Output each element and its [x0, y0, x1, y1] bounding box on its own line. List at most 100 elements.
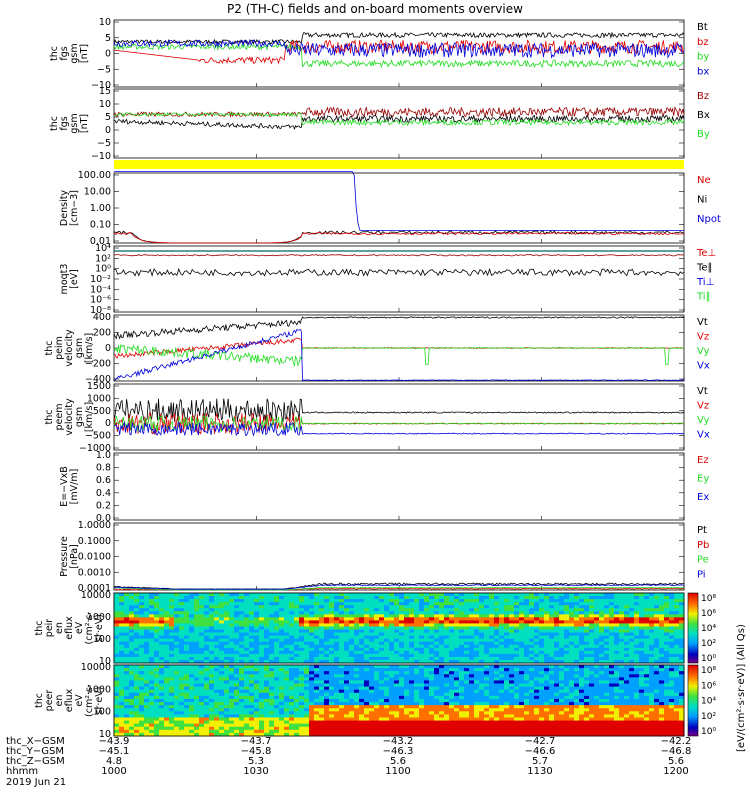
ytick-label: −5 — [97, 64, 111, 75]
ylabel-line: thc — [49, 46, 60, 61]
series-Npot — [114, 171, 684, 231]
series-Vt-e — [113, 398, 685, 423]
ylabel-line: sr·eV) — [94, 614, 105, 642]
legend-Te∥: Te∥ — [696, 263, 713, 274]
panel-6: 1.0 0.80.6 0.40.2 0.0 E=−VxB [mV/m] Ez Ey Ex — [59, 450, 709, 524]
colorbar-tick: 10⁸ — [701, 666, 716, 676]
x-col-1-hhmm: 1030 — [243, 766, 268, 777]
ylabel-line: thc — [49, 116, 60, 131]
colorbar-tick: 10⁶ — [701, 609, 716, 619]
legend-Pe: Pe — [697, 555, 709, 566]
ytick-label: 200 — [93, 328, 111, 339]
series-Vx-e — [113, 420, 685, 437]
x-col-3-hhmm: 1130 — [527, 766, 552, 777]
legend-Vt: Vt — [697, 317, 708, 328]
ylabel-line: [cm−3] — [69, 190, 80, 226]
legend-Ti∥: Ti∥ — [696, 292, 711, 303]
series-Bx2 — [113, 114, 685, 131]
x-col-0-x: −43.9 — [99, 736, 130, 747]
legend-bx: bx — [697, 66, 709, 77]
ytick-label: 0.6 — [96, 475, 111, 486]
ytick-label: 1500 — [87, 381, 111, 392]
ylabel-line: thc — [34, 693, 45, 708]
ytick-label: 0 — [105, 49, 111, 60]
ytick-label: −400 — [85, 374, 111, 385]
date-label: 2019 Jun 21 — [6, 777, 66, 788]
plot-title: P2 (TH-C) fields and on-board moments ov… — [227, 2, 523, 16]
ytick-label: 10⁰ — [95, 264, 111, 275]
x-col-0-hhmm: 1000 — [101, 766, 126, 777]
series-Pi — [113, 584, 684, 590]
x-row-label-y: thc_Y−GSM — [6, 746, 64, 757]
legend-Pi: Pi — [697, 569, 706, 580]
ytick-label: −10 — [91, 151, 111, 162]
x-row-label-hhmm: hhmm — [6, 766, 38, 777]
legend-Bx: Bx — [697, 110, 710, 121]
ytick-label: 400 — [93, 312, 111, 323]
series-Vt-i — [113, 316, 685, 340]
spectrogram-9 — [113, 664, 685, 737]
ylabel-line: moqt3 — [59, 264, 70, 295]
ylabel-line: gsm — [74, 407, 85, 427]
ytick-label: 1.00 — [90, 203, 111, 214]
legend-Vz: Vz — [697, 401, 709, 412]
ytick-label: 0 — [105, 125, 111, 136]
panel-4: 400 200 0 −200 −400 thc peim velocity gsm [km/s] V… — [44, 312, 710, 385]
ytick-label: 500 — [93, 406, 111, 417]
x-col-2-y: −46.3 — [383, 746, 414, 757]
ylabel-line: gsm — [69, 113, 80, 133]
ytick-label: 100 — [93, 707, 111, 718]
ytick-label: 0 — [105, 418, 111, 429]
ylabel-line: eflux — [64, 616, 75, 640]
legend-Vy: Vy — [697, 346, 710, 357]
ylabel-line: eV — [74, 694, 85, 707]
legend-Vx: Vx — [697, 430, 710, 441]
x-col-4-z: 5.6 — [668, 756, 684, 767]
ylabel-line: E=−VxB — [59, 466, 70, 507]
ylabel-line: thc — [44, 410, 55, 425]
ytick-label: 0.0001 — [78, 583, 111, 594]
ytick-label: 1.0000 — [78, 520, 111, 531]
ylabel-line: peer — [44, 690, 55, 712]
colorbar-ion — [687, 592, 699, 664]
panel-frame-7 — [113, 522, 685, 591]
series-Vx-i — [113, 328, 685, 381]
x-col-4-y: −46.8 — [661, 746, 692, 757]
legend-Ey: Ey — [697, 473, 709, 484]
series-bx — [113, 38, 685, 59]
legend-Vz: Vz — [697, 332, 709, 343]
legend-By: By — [697, 129, 710, 140]
ylabel-line: thc — [44, 341, 55, 356]
ytick-label: 10.00 — [84, 187, 111, 198]
colorbar-tick: 10² — [701, 712, 716, 722]
ylabel-line: Pressure — [59, 536, 70, 577]
ytick-label: 0.1000 — [78, 536, 111, 547]
ytick-label: 10 — [99, 656, 111, 667]
ytick-label: 10000 — [81, 590, 111, 601]
series-Vy-i — [113, 343, 685, 367]
ylabel-line: [nPa] — [69, 544, 80, 569]
ylabel-line: [nT] — [79, 114, 90, 133]
legend-Vt: Vt — [697, 386, 708, 397]
ylabel-line: [mV/m] — [69, 469, 80, 505]
x-col-2-x: −43.2 — [383, 736, 414, 747]
ytick-label: 15 — [99, 86, 111, 97]
ytick-label: 0.4 — [96, 488, 111, 499]
legend-Bt: Bt — [697, 22, 708, 33]
ylabel-line: (cm²·s· — [84, 684, 95, 717]
ytick-label: 10⁻² — [90, 274, 111, 285]
ylabel-line: eflux — [64, 688, 75, 712]
ytick-label: 1.0 — [96, 450, 111, 461]
series-bz — [113, 39, 685, 65]
ylabel-line: en — [54, 695, 65, 707]
ylabel-line: [nT] — [79, 44, 90, 63]
legend-Pb: Pb — [697, 540, 709, 551]
legend-Vx: Vx — [697, 361, 710, 372]
ylabel-line: [eV] — [69, 269, 80, 289]
panel-frame-5 — [113, 383, 685, 451]
x-row-label-x: thc_X−GSM — [6, 736, 65, 747]
series-Te-par — [114, 267, 685, 277]
ytick-label: 0 — [105, 343, 111, 354]
